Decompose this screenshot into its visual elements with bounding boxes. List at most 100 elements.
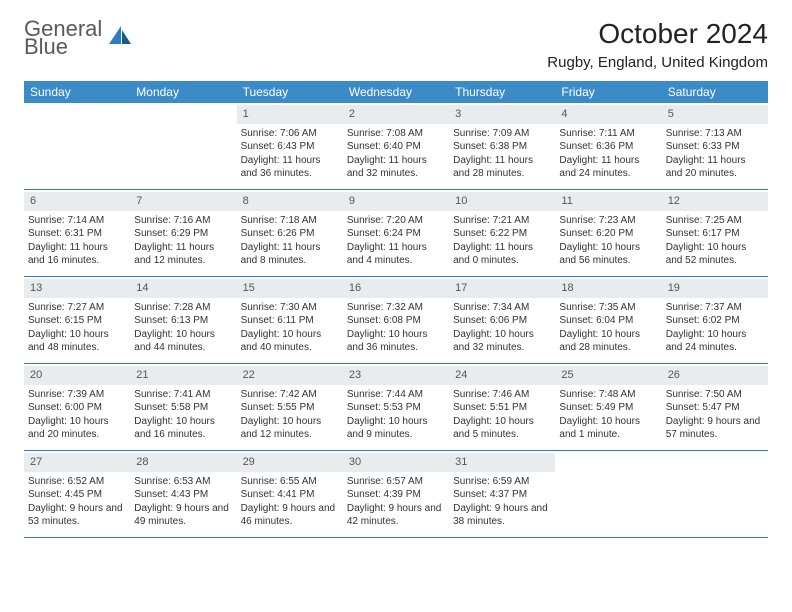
day-number-row: 3 xyxy=(449,105,555,124)
month-title: October 2024 xyxy=(547,18,768,50)
day-number: 30 xyxy=(349,456,361,468)
daylight-text: Daylight: 11 hours and 0 minutes. xyxy=(453,241,551,268)
sunrise-text: Sunrise: 7:27 AM xyxy=(28,301,126,315)
day-info: Sunrise: 7:06 AMSunset: 6:43 PMDaylight:… xyxy=(241,127,339,181)
daylight-text: Daylight: 10 hours and 40 minutes. xyxy=(241,328,339,355)
day-cell: 3 Sunrise: 7:09 AMSunset: 6:38 PMDaylight… xyxy=(449,103,555,189)
day-cell: 18Sunrise: 7:35 AMSunset: 6:04 PMDayligh… xyxy=(555,277,661,363)
weekday-label: Sunday xyxy=(24,81,130,103)
day-number: 5 xyxy=(668,108,674,120)
sunrise-text: Sunrise: 7:48 AM xyxy=(559,388,657,402)
day-info: Sunrise: 7:27 AMSunset: 6:15 PMDaylight:… xyxy=(28,301,126,355)
sunset-text: Sunset: 6:33 PM xyxy=(666,140,764,154)
day-number: 7 xyxy=(136,195,142,207)
sunrise-text: Sunrise: 6:59 AM xyxy=(453,475,551,489)
sunset-text: Sunset: 5:55 PM xyxy=(241,401,339,415)
day-info: Sunrise: 7:42 AMSunset: 5:55 PMDaylight:… xyxy=(241,388,339,442)
day-number-row: 13 xyxy=(24,279,130,298)
daylight-text: Daylight: 10 hours and 56 minutes. xyxy=(559,241,657,268)
daylight-text: Daylight: 9 hours and 42 minutes. xyxy=(347,502,445,529)
day-number: 13 xyxy=(30,282,42,294)
day-number-row: 24 xyxy=(449,366,555,385)
logo-sail-icon xyxy=(107,24,133,53)
daylight-text: Daylight: 10 hours and 32 minutes. xyxy=(453,328,551,355)
daylight-text: Daylight: 11 hours and 36 minutes. xyxy=(241,154,339,181)
sunrise-text: Sunrise: 7:46 AM xyxy=(453,388,551,402)
day-info: Sunrise: 7:32 AMSunset: 6:08 PMDaylight:… xyxy=(347,301,445,355)
day-cell: 4Sunrise: 7:11 AMSunset: 6:36 PMDaylight… xyxy=(555,103,661,189)
daylight-text: Daylight: 10 hours and 12 minutes. xyxy=(241,415,339,442)
day-info: Sunrise: 7:18 AMSunset: 6:26 PMDaylight:… xyxy=(241,214,339,268)
day-number-row: 9 xyxy=(343,192,449,211)
sunrise-text: Sunrise: 7:44 AM xyxy=(347,388,445,402)
daylight-text: Daylight: 9 hours and 49 minutes. xyxy=(134,502,232,529)
daylight-text: Daylight: 10 hours and 52 minutes. xyxy=(666,241,764,268)
sunrise-text: Sunrise: 7:06 AM xyxy=(241,127,339,141)
daylight-text: Daylight: 10 hours and 48 minutes. xyxy=(28,328,126,355)
day-info: Sunrise: 7:25 AMSunset: 6:17 PMDaylight:… xyxy=(666,214,764,268)
weekday-label: Saturday xyxy=(662,81,768,103)
sunset-text: Sunset: 5:51 PM xyxy=(453,401,551,415)
week-row: 13 Sunrise: 7:27 AMSunset: 6:15 PMDayligh… xyxy=(24,277,768,364)
day-info: Sunrise: 7:09 AMSunset: 6:38 PMDaylight:… xyxy=(453,127,551,181)
day-info: Sunrise: 7:13 AMSunset: 6:33 PMDaylight:… xyxy=(666,127,764,181)
sunrise-text: Sunrise: 6:55 AM xyxy=(241,475,339,489)
sunset-text: Sunset: 6:20 PM xyxy=(559,227,657,241)
day-cell: 26 Sunrise: 7:50 AMSunset: 5:47 PMDayligh… xyxy=(662,364,768,450)
day-number-row: 17 xyxy=(449,279,555,298)
day-number: 20 xyxy=(30,369,42,381)
location: Rugby, England, United Kingdom xyxy=(547,54,768,71)
day-number-row: 12 xyxy=(662,192,768,211)
daylight-text: Daylight: 11 hours and 32 minutes. xyxy=(347,154,445,181)
day-cell: 27Sunrise: 6:52 AMSunset: 4:45 PMDayligh… xyxy=(24,451,130,537)
day-info: Sunrise: 7:23 AMSunset: 6:20 PMDaylight:… xyxy=(559,214,657,268)
daylight-text: Daylight: 11 hours and 8 minutes. xyxy=(241,241,339,268)
day-info: Sunrise: 7:46 AMSunset: 5:51 PMDaylight:… xyxy=(453,388,551,442)
sunset-text: Sunset: 6:29 PM xyxy=(134,227,232,241)
sunset-text: Sunset: 6:08 PM xyxy=(347,314,445,328)
day-info: Sunrise: 7:41 AMSunset: 5:58 PMDaylight:… xyxy=(134,388,232,442)
daylight-text: Daylight: 11 hours and 28 minutes. xyxy=(453,154,551,181)
sunrise-text: Sunrise: 7:42 AM xyxy=(241,388,339,402)
day-number: 4 xyxy=(561,108,567,120)
sunset-text: Sunset: 6:24 PM xyxy=(347,227,445,241)
day-number-row: 2 xyxy=(343,105,449,124)
weekday-label: Thursday xyxy=(449,81,555,103)
day-number-row: 25 xyxy=(555,366,661,385)
sunrise-text: Sunrise: 7:30 AM xyxy=(241,301,339,315)
day-cell: 7 Sunrise: 7:16 AMSunset: 6:29 PMDaylight… xyxy=(130,190,236,276)
day-number: 17 xyxy=(455,282,467,294)
sunset-text: Sunset: 6:26 PM xyxy=(241,227,339,241)
daylight-text: Daylight: 11 hours and 16 minutes. xyxy=(28,241,126,268)
sunset-text: Sunset: 4:39 PM xyxy=(347,488,445,502)
daylight-text: Daylight: 10 hours and 24 minutes. xyxy=(666,328,764,355)
day-number: 26 xyxy=(668,369,680,381)
daylight-text: Daylight: 11 hours and 24 minutes. xyxy=(559,154,657,181)
day-number-row: 7 xyxy=(130,192,236,211)
day-cell: 9Sunrise: 7:20 AMSunset: 6:24 PMDaylight… xyxy=(343,190,449,276)
day-info: Sunrise: 7:37 AMSunset: 6:02 PMDaylight:… xyxy=(666,301,764,355)
sunset-text: Sunset: 4:41 PM xyxy=(241,488,339,502)
daylight-text: Daylight: 10 hours and 1 minute. xyxy=(559,415,657,442)
day-number: 25 xyxy=(561,369,573,381)
daylight-text: Daylight: 10 hours and 20 minutes. xyxy=(28,415,126,442)
day-info: Sunrise: 7:44 AMSunset: 5:53 PMDaylight:… xyxy=(347,388,445,442)
day-number: 15 xyxy=(243,282,255,294)
day-number: 28 xyxy=(136,456,148,468)
day-number: 3 xyxy=(455,108,461,120)
day-cell: 25 Sunrise: 7:48 AMSunset: 5:49 PMDayligh… xyxy=(555,364,661,450)
day-info: Sunrise: 7:48 AMSunset: 5:49 PMDaylight:… xyxy=(559,388,657,442)
calendar: SundayMondayTuesdayWednesdayThursdayFrid… xyxy=(24,81,768,538)
day-info: Sunrise: 7:14 AMSunset: 6:31 PMDaylight:… xyxy=(28,214,126,268)
sunrise-text: Sunrise: 6:57 AM xyxy=(347,475,445,489)
day-info: Sunrise: 7:16 AMSunset: 6:29 PMDaylight:… xyxy=(134,214,232,268)
sunrise-text: Sunrise: 7:23 AM xyxy=(559,214,657,228)
day-cell xyxy=(555,451,661,537)
day-cell xyxy=(130,103,236,189)
daylight-text: Daylight: 10 hours and 28 minutes. xyxy=(559,328,657,355)
week-row: 6Sunrise: 7:14 AMSunset: 6:31 PMDaylight… xyxy=(24,190,768,277)
daylight-text: Daylight: 9 hours and 57 minutes. xyxy=(666,415,764,442)
day-cell: 17Sunrise: 7:34 AMSunset: 6:06 PMDayligh… xyxy=(449,277,555,363)
day-cell: 15Sunrise: 7:30 AMSunset: 6:11 PMDayligh… xyxy=(237,277,343,363)
day-info: Sunrise: 7:50 AMSunset: 5:47 PMDaylight:… xyxy=(666,388,764,442)
